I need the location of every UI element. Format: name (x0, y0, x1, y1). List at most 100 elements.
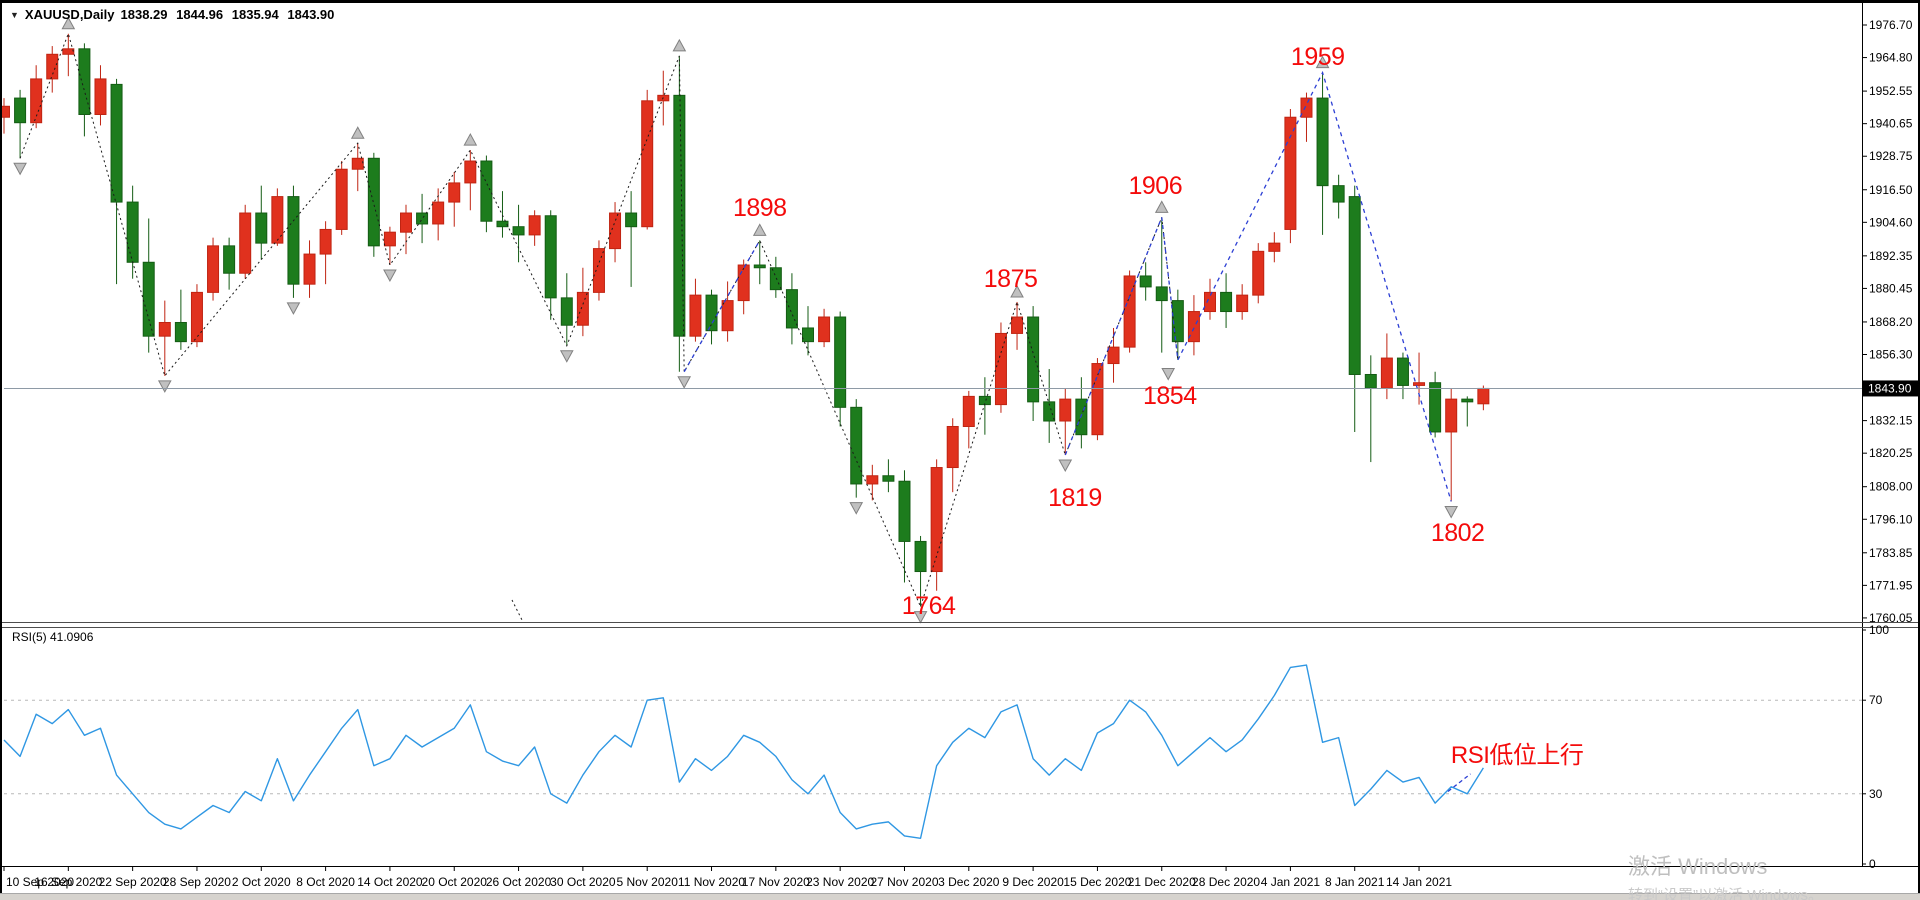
candle-body (512, 226, 525, 236)
price-axis[interactable] (1863, 3, 1920, 866)
date-axis-label: 2 Oct 2020 (232, 875, 291, 889)
price-axis-label: 1940.65 (1869, 117, 1913, 131)
candle-body (496, 220, 509, 228)
price-axis-label: 1820.25 (1869, 446, 1913, 460)
rsi-axis-label: 0 (1869, 857, 1876, 871)
candle-body (448, 182, 461, 203)
candle-body (46, 53, 59, 80)
candle-body (0, 105, 10, 118)
fractal-up-arrow-icon (350, 126, 365, 139)
candle-body (609, 212, 622, 250)
rsi-axis-label: 70 (1869, 693, 1883, 707)
fractal-down-arrow-icon (849, 502, 864, 515)
candle-body (1220, 291, 1233, 313)
candle-body (914, 540, 927, 573)
price-annotation-1854[interactable]: 1854 (1142, 382, 1197, 411)
candle-body (1204, 291, 1216, 313)
price-axis-label: 1796.10 (1869, 512, 1913, 526)
candle-body (1091, 363, 1104, 436)
candle-body (400, 212, 412, 233)
candle-body (737, 264, 750, 302)
price-annotation-1959[interactable]: 1959 (1290, 43, 1345, 72)
candle-body (303, 253, 316, 285)
candle-body (994, 332, 1007, 406)
price-axis-label: 1964.80 (1869, 51, 1913, 65)
candle-body (62, 48, 75, 55)
candle-body (625, 212, 638, 228)
windows-activation-watermark-line2: 转到“设置”以激活 Windows。 (1628, 887, 1824, 900)
fractal-up-arrow-icon (1154, 200, 1169, 213)
main-chart-plot-area[interactable] (4, 3, 1862, 622)
zigzag-line (19, 32, 1179, 608)
date-axis-label: 5 Nov 2020 (617, 875, 679, 889)
candle-body (866, 475, 879, 485)
date-axis-label: 8 Oct 2020 (296, 875, 355, 889)
fractal-up-arrow-icon (672, 38, 687, 52)
candle-body (1171, 300, 1184, 343)
date-axis-label: 3 Dec 2020 (938, 875, 1000, 889)
date-axis-label: 26 Oct 2020 (486, 875, 552, 889)
candle-body (142, 261, 155, 337)
price-annotation-1802[interactable]: 1802 (1430, 519, 1485, 548)
price-axis-label: 1771.95 (1869, 578, 1913, 592)
date-axis-label: 11 Nov 2020 (678, 875, 745, 889)
date-axis-label: 8 Jan 2021 (1325, 875, 1385, 889)
candle-body (94, 78, 107, 115)
price-axis-label: 1868.20 (1869, 315, 1913, 329)
price-annotation-1898[interactable]: 1898 (732, 193, 787, 222)
candle-body (1300, 97, 1313, 118)
candle-body (673, 94, 686, 337)
date-axis-label: 14 Jan 2021 (1386, 875, 1452, 889)
candle-body (576, 291, 589, 326)
quote-close: 1843.90 (287, 7, 335, 22)
fractal-down-arrow-icon (157, 380, 172, 393)
price-axis-label: 1760.05 (1869, 611, 1913, 625)
candle-body (416, 212, 429, 225)
rsi-axis-label: 30 (1869, 787, 1883, 801)
candle-body (190, 291, 203, 343)
fractal-down-arrow-icon (1058, 459, 1073, 472)
price-annotation-1906[interactable]: 1906 (1128, 171, 1183, 200)
candle-body (432, 201, 445, 225)
candle-body (1027, 316, 1040, 403)
candle-body (1445, 398, 1458, 433)
fractal-down-arrow-icon (13, 162, 27, 176)
price-axis-label: 1892.35 (1869, 249, 1913, 263)
symbol-dropdown-icon[interactable]: ▼ (10, 9, 19, 20)
candle-body (1043, 401, 1056, 422)
fractal-down-arrow-icon (559, 350, 574, 363)
fractal-down-arrow-icon (1444, 505, 1459, 519)
candle-body (367, 157, 380, 247)
candle-body (962, 395, 975, 427)
date-axis-label: 15 Dec 2020 (1063, 875, 1131, 889)
quote-high: 1844.96 (176, 7, 224, 22)
price-annotation-1875[interactable]: 1875 (983, 264, 1038, 293)
candle-body (319, 228, 332, 255)
price-axis-label: 1832.15 (1869, 414, 1913, 428)
candle-body (769, 267, 782, 291)
candle-body (1413, 382, 1426, 386)
price-axis-label: 1880.45 (1869, 281, 1913, 295)
fractal-down-arrow-icon (383, 269, 397, 283)
candle-body (1284, 116, 1297, 230)
rsi-line (3, 664, 1484, 839)
window-border-top (0, 0, 1920, 3)
price-axis-label: 1976.70 (1869, 18, 1913, 32)
price-annotation-1764[interactable]: 1764 (901, 591, 956, 620)
date-axis-label: 16 Sep 2020 (34, 875, 102, 889)
candle-body (1461, 398, 1474, 403)
candle-body (1396, 357, 1409, 386)
candle-body (158, 321, 171, 337)
candle-body (898, 480, 911, 542)
candle-body (850, 406, 863, 485)
window-border-right (1918, 0, 1920, 900)
candle-body (528, 215, 541, 236)
price-annotation-1819[interactable]: 1819 (1048, 483, 1102, 512)
date-axis-label: 10 Sep 2020 (6, 875, 74, 889)
price-axis-label: 1783.85 (1869, 546, 1913, 560)
rsi-annotation-text[interactable]: RSI低位上行 (1450, 741, 1584, 769)
price-axis-label: 1928.75 (1869, 149, 1913, 163)
date-axis-label: 23 Nov 2020 (806, 875, 874, 889)
candle-body (110, 83, 123, 203)
